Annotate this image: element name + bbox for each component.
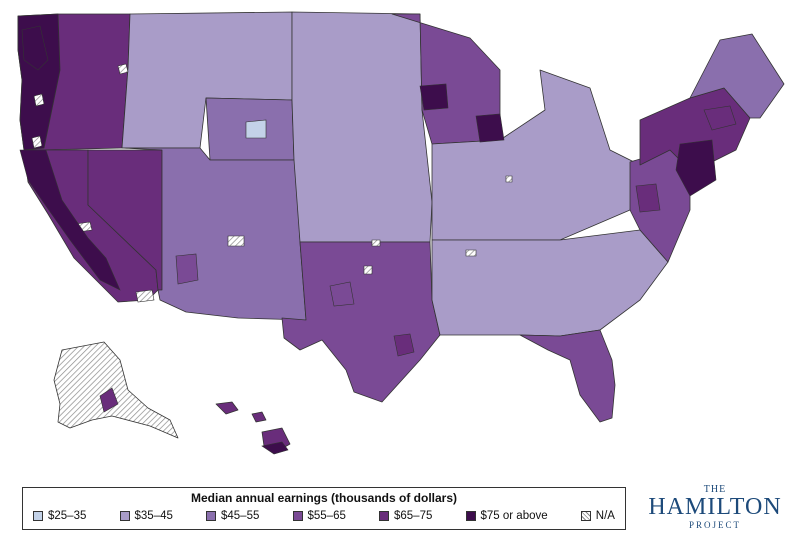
pocket-boston	[703, 105, 737, 131]
na-pocket-ca	[31, 135, 43, 149]
pocket-dc	[635, 183, 661, 213]
legend-swatch-45-55	[206, 511, 216, 521]
logo-top-text: THE	[703, 484, 727, 495]
pocket-houston	[393, 333, 415, 357]
legend-item-35-45: $35–45	[119, 510, 173, 522]
legend-swatch-na	[580, 511, 591, 521]
legend-items: $25–35 $35–45 $45–55 $55–65 $65–75 $75 o…	[33, 510, 615, 522]
hamilton-project-logo: THE HAMILTON PROJECT	[640, 484, 790, 534]
na-pocket-or	[33, 93, 45, 107]
legend-swatch-75-plus	[465, 511, 476, 521]
region-new-england	[689, 33, 785, 119]
region-southeast	[431, 229, 669, 337]
na-pocket-nm	[227, 235, 245, 247]
region-southwest	[121, 147, 307, 321]
legend-label-na: N/A	[595, 510, 615, 522]
legend-item-75-plus: $75 or above	[465, 510, 548, 522]
legend-swatch-65-75	[379, 511, 389, 521]
logo-bottom-text: PROJECT	[688, 520, 741, 530]
pocket-minneapolis	[419, 83, 449, 111]
legend-label-25-35: $25–35	[48, 510, 87, 522]
legend-title: Median annual earnings (thousands of dol…	[190, 491, 458, 505]
pocket-ak	[99, 387, 119, 413]
na-pocket-in	[505, 175, 513, 183]
pocket-nyc	[675, 139, 717, 197]
legend-label-75-plus: $75 or above	[480, 510, 548, 522]
pocket-dallas	[329, 281, 355, 307]
na-pocket-az	[135, 289, 155, 303]
na-pocket-ok	[371, 239, 381, 247]
legend-label-65-75: $65–75	[394, 510, 433, 522]
legend-label-45-55: $45–55	[221, 510, 260, 522]
us-map	[17, 11, 785, 455]
pocket-honolulu	[261, 441, 289, 455]
region-midwest	[431, 69, 641, 241]
pocket-chicago	[475, 113, 505, 143]
pocket-bay-area	[19, 149, 121, 291]
na-pocket-ar	[465, 249, 477, 257]
map-legend: Median annual earnings (thousands of dol…	[22, 487, 626, 530]
region-texas-oklahoma	[281, 241, 441, 403]
legend-item-na: N/A	[580, 510, 615, 522]
region-great-plains	[291, 11, 433, 243]
legend-item-45-55: $45–55	[206, 510, 259, 522]
legend-item-55-65: $55–65	[292, 510, 346, 522]
legend-item-65-75: $65–75	[379, 510, 432, 522]
legend-swatch-35-45	[119, 511, 130, 521]
na-pocket-id	[117, 63, 129, 75]
region-alaska	[53, 341, 179, 439]
legend-swatch-55-65	[292, 511, 303, 521]
pocket-phoenix	[175, 253, 199, 285]
pocket-seattle	[21, 25, 49, 71]
legend-item-25-35: $25–35	[33, 510, 86, 522]
pocket-wy	[245, 119, 267, 139]
legend-swatch-25-35	[33, 511, 43, 521]
region-florida	[519, 329, 616, 423]
na-pocket-tx	[363, 265, 373, 275]
legend-label-55-65: $55–65	[307, 510, 346, 522]
logo-main-text: HAMILTON	[648, 494, 782, 520]
legend-label-35-45: $35–45	[134, 510, 173, 522]
